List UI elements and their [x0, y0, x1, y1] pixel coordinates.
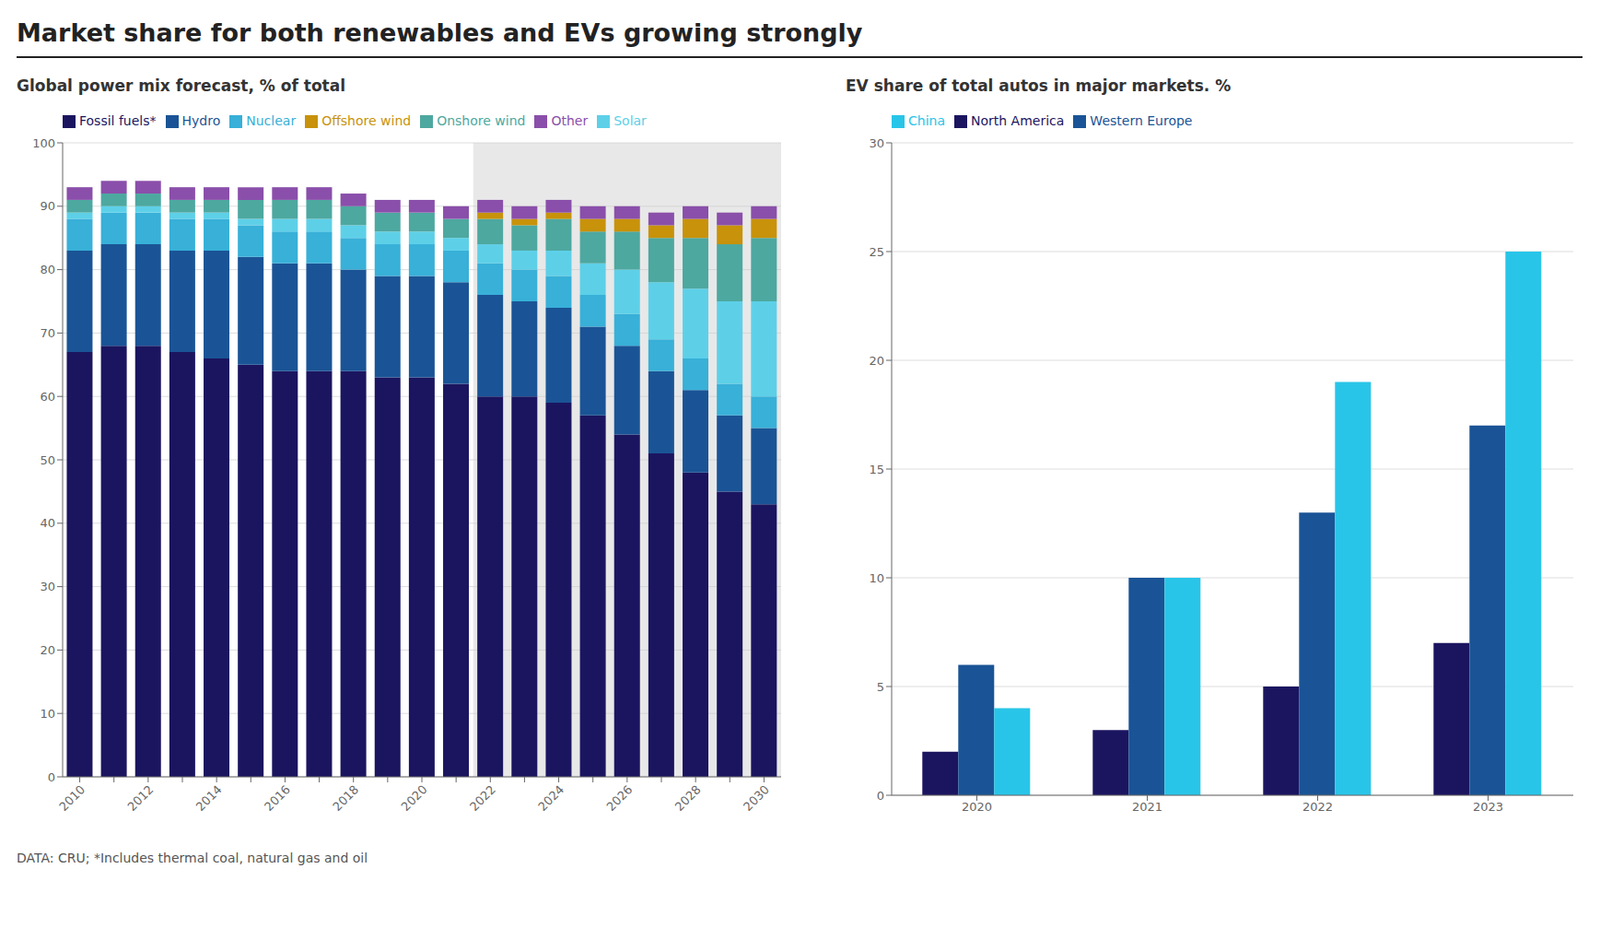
svg-text:2018: 2018: [329, 782, 362, 814]
html-text:Solar: Solar: [613, 113, 647, 129]
svg-text:2020: 2020: [398, 782, 431, 814]
svg-text:0: 0: [876, 788, 885, 803]
html-text:Hydro: Hydro: [181, 113, 221, 129]
svg-text:2024: 2024: [535, 782, 567, 814]
svg-text:2022: 2022: [1302, 799, 1333, 814]
svg-text:30: 30: [868, 136, 885, 151]
svg-text:2022: 2022: [467, 782, 499, 814]
svg-text:2028: 2028: [672, 782, 704, 814]
svg-text:10: 10: [868, 571, 885, 585]
svg-text:20: 20: [868, 353, 885, 368]
svg-text:2010: 2010: [56, 782, 88, 814]
html-text:Onshore wind: Onshore wind: [436, 113, 526, 129]
svg-text:2021: 2021: [1132, 799, 1163, 814]
svg-text:2020: 2020: [961, 799, 993, 814]
svg-text:2030: 2030: [740, 782, 772, 814]
svg-text:40: 40: [39, 515, 56, 530]
svg-text:5: 5: [876, 679, 885, 694]
html-text:Nuclear: Nuclear: [246, 113, 296, 129]
svg-text:2023: 2023: [1472, 799, 1504, 814]
html-text:Other: Other: [551, 113, 588, 129]
html-text:Global power mix forecast, % o: Global power mix forecast, % of total: [16, 76, 346, 95]
svg-text:60: 60: [39, 389, 56, 404]
html-text:DATA: CRU; *Includes thermal c: DATA: CRU; *Includes thermal coal, natur…: [16, 850, 368, 865]
html-text:China: China: [908, 113, 946, 129]
svg-text:15: 15: [868, 462, 885, 477]
html-text:Fossil fuels*: Fossil fuels*: [79, 113, 157, 129]
html-text:Western Europe: Western Europe: [1090, 113, 1193, 129]
html-text:EV share of total autos in maj: EV share of total autos in major markets…: [845, 76, 1231, 95]
svg-text:2026: 2026: [603, 782, 635, 814]
svg-text:90: 90: [39, 198, 56, 213]
svg-text:10: 10: [39, 706, 56, 721]
svg-text:30: 30: [39, 579, 56, 594]
svg-text:100: 100: [32, 136, 56, 151]
svg-text:20: 20: [39, 642, 56, 657]
svg-text:2014: 2014: [193, 782, 225, 814]
svg-text:0: 0: [47, 770, 56, 784]
html-text:Market share for both renewabl: Market share for both renewables and EVs…: [16, 18, 863, 47]
svg-text:2012: 2012: [124, 782, 156, 814]
svg-text:2016: 2016: [261, 782, 293, 814]
svg-text:80: 80: [39, 262, 56, 277]
html-text:North America: North America: [970, 113, 1065, 129]
svg-text:50: 50: [39, 453, 56, 468]
svg-text:70: 70: [39, 326, 56, 340]
html-text:Offshore wind: Offshore wind: [321, 113, 412, 129]
svg-text:25: 25: [868, 245, 885, 259]
